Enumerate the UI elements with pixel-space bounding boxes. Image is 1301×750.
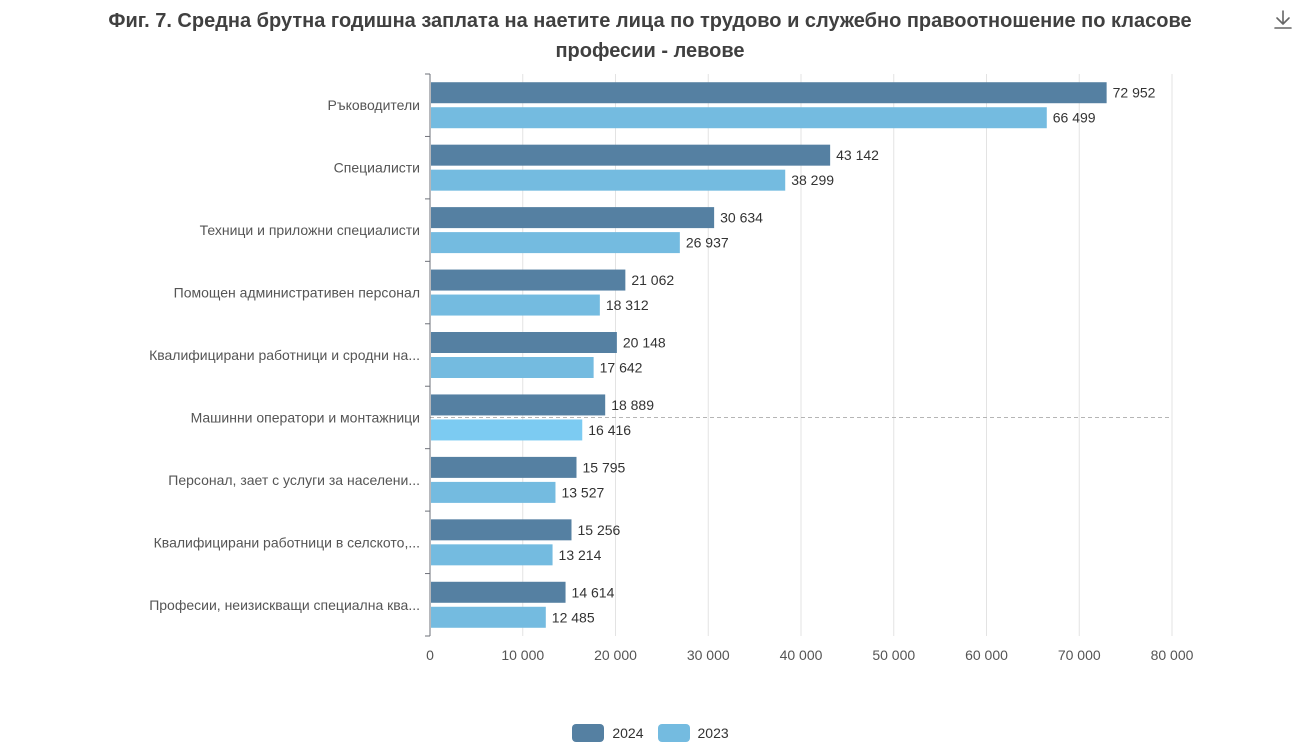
bar-2024 — [431, 144, 831, 166]
legend-item-2024[interactable]: 2024 — [572, 724, 644, 742]
bar-2023 — [431, 544, 553, 566]
bar-2024 — [431, 269, 626, 291]
bar-2023 — [431, 481, 556, 503]
legend-label-2023: 2023 — [697, 725, 729, 741]
x-tick-label: 80 000 — [1151, 647, 1194, 663]
data-label-2023: 13 527 — [561, 484, 604, 500]
data-label-2024: 30 634 — [720, 210, 763, 226]
legend-item-2023[interactable]: 2023 — [657, 724, 729, 742]
bar-2023 — [431, 294, 600, 316]
bar-2024 — [431, 394, 606, 416]
bar-2023 — [431, 419, 583, 441]
bar-2024 — [431, 207, 715, 229]
data-label-2024: 18 889 — [611, 397, 654, 413]
bar-2023 — [431, 232, 680, 254]
data-label-2023: 38 299 — [791, 172, 834, 188]
data-label-2023: 16 416 — [588, 422, 631, 438]
bar-chart: 0 10 000 20 000 30 000 40 000 50 000 60 000 70 … — [149, 73, 1194, 663]
data-label-2023: 66 499 — [1053, 110, 1096, 126]
category-label: Професии, неизискващи специална ква... — [149, 597, 420, 613]
category-label: Помощен административен персонал — [174, 285, 420, 301]
bar-2024 — [431, 332, 617, 353]
data-label-2023: 12 485 — [552, 609, 595, 625]
legend-swatch-2023 — [657, 724, 690, 742]
category-label: Персонал, зает с услуги за населени... — [168, 472, 420, 488]
data-label-2024: 15 256 — [577, 522, 620, 538]
data-label-2023: 13 214 — [559, 547, 602, 563]
legend: 2024 2023 — [0, 724, 1301, 742]
chart-title: Фиг. 7. Средна брутна годишна заплата на… — [108, 10, 1192, 62]
data-label-2024: 14 614 — [572, 584, 615, 600]
legend-swatch-2024 — [572, 724, 605, 742]
category-label: Ръководители — [328, 97, 420, 113]
bar-2024 — [431, 456, 577, 478]
x-tick-label: 0 — [426, 647, 434, 663]
data-label-2023: 17 642 — [600, 360, 643, 376]
data-label-2024: 43 142 — [836, 147, 879, 163]
data-label-2023: 18 312 — [606, 297, 649, 313]
data-label-2024: 21 062 — [631, 272, 674, 288]
bar-2023 — [431, 606, 546, 628]
data-label-2024: 72 952 — [1113, 85, 1156, 101]
category-label: Квалифицирани работници и сродни на... — [149, 347, 420, 363]
download-icon[interactable] — [1272, 8, 1294, 32]
legend-label-2024: 2024 — [612, 725, 644, 741]
category-label: Специалисти — [334, 160, 420, 176]
x-tick-label: 20 000 — [594, 647, 637, 663]
data-label-2024: 20 148 — [623, 335, 666, 351]
x-tick-label: 40 000 — [780, 647, 823, 663]
data-label-2024: 15 795 — [582, 459, 625, 475]
category-label: Квалифицирани работници в селското,... — [154, 534, 420, 550]
bar-2023 — [431, 357, 594, 378]
category-label: Техници и приложни специалисти — [200, 222, 420, 238]
x-tick-label: 70 000 — [1058, 647, 1101, 663]
data-label-2023: 26 937 — [686, 235, 729, 251]
x-tick-label: 50 000 — [872, 647, 915, 663]
bar-2023 — [431, 169, 786, 191]
x-tick-label: 60 000 — [965, 647, 1008, 663]
bar-2024 — [431, 82, 1107, 104]
bar-2023 — [431, 107, 1047, 129]
bar-2024 — [431, 519, 572, 541]
x-tick-label: 10 000 — [501, 647, 544, 663]
bar-2024 — [431, 581, 566, 603]
category-label: Машинни оператори и монтажници — [191, 409, 420, 425]
x-tick-label: 30 000 — [687, 647, 730, 663]
